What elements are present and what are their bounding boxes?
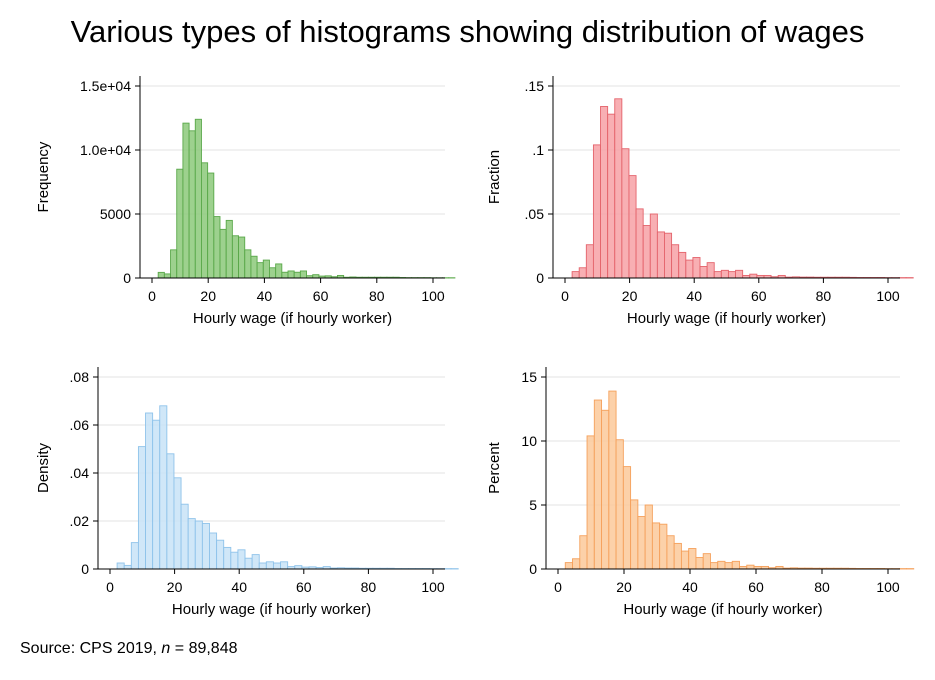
x-tick-label: 20 <box>616 579 632 595</box>
y-tick-label: .08 <box>70 369 90 385</box>
histogram-bar <box>572 558 581 570</box>
histogram-bar <box>593 399 603 570</box>
x-tick-label: 0 <box>554 579 562 595</box>
x-tick-label: 100 <box>876 579 900 595</box>
histogram-bar <box>644 504 653 570</box>
y-tick-label: 1.5e+04 <box>80 78 131 94</box>
histogram-bar <box>579 535 588 570</box>
x-axis-title: Hourly wage (if hourly worker) <box>172 601 371 618</box>
x-tick-label: 40 <box>231 579 247 595</box>
y-tick-label: 0 <box>81 561 89 577</box>
x-tick-label: 0 <box>148 288 156 304</box>
x-tick-label: 20 <box>200 288 216 304</box>
x-tick-label: 40 <box>686 288 702 304</box>
x-tick-label: 80 <box>369 288 385 304</box>
histogram-bar <box>659 523 668 570</box>
histogram-bar <box>731 560 740 570</box>
x-tick-label: 100 <box>421 288 445 304</box>
x-tick-label: 60 <box>296 579 312 595</box>
y-axis-title: Frequency <box>35 141 52 212</box>
y-tick-label: .05 <box>525 206 545 222</box>
histogram-bar <box>695 557 704 570</box>
x-axis-title: Hourly wage (if hourly worker) <box>623 601 822 618</box>
histogram-bar <box>630 499 639 570</box>
y-tick-label: 1.0e+04 <box>80 142 131 158</box>
histogram-bar <box>688 548 697 570</box>
y-tick-label: 0 <box>536 270 544 286</box>
source-note: Source: CPS 2019, n = 89,848 <box>20 640 238 658</box>
source-n-symbol: n <box>161 640 171 657</box>
x-tick-label: 80 <box>816 288 832 304</box>
x-tick-label: 0 <box>106 579 114 595</box>
x-tick-label: 40 <box>682 579 698 595</box>
x-tick-label: 20 <box>622 288 638 304</box>
histogram-bar <box>702 553 711 570</box>
histogram-bar <box>622 466 632 570</box>
x-tick-label: 60 <box>313 288 329 304</box>
histogram-bar <box>601 409 610 570</box>
y-tick-label: .1 <box>532 142 544 158</box>
histogram-bar <box>746 564 755 570</box>
histogram-bar <box>564 562 573 570</box>
x-tick-label: 100 <box>421 579 445 595</box>
source-prefix: Source: CPS 2019, <box>20 640 162 657</box>
x-tick-label: 60 <box>751 288 767 304</box>
histogram-bar <box>637 516 646 570</box>
x-tick-label: 40 <box>257 288 273 304</box>
histogram-bar <box>724 562 733 570</box>
y-tick-label: .04 <box>70 465 90 481</box>
y-tick-label: 0 <box>123 270 131 286</box>
x-tick-label: 20 <box>167 579 183 595</box>
y-tick-label: 0 <box>529 561 537 577</box>
y-tick-label: .06 <box>70 417 90 433</box>
histogram-bar <box>615 439 624 570</box>
histogram-bar <box>651 522 661 570</box>
y-axis-title: Density <box>35 442 52 493</box>
histogram-bar <box>586 435 595 570</box>
y-tick-label: 15 <box>521 369 537 385</box>
histogram-bar <box>680 550 690 570</box>
histogram-bar <box>666 535 675 570</box>
y-axis-title: Fraction <box>486 150 503 204</box>
source-suffix: = 89,848 <box>170 640 238 657</box>
histogram-bar <box>710 562 719 570</box>
x-axis-title: Hourly wage (if hourly worker) <box>193 310 392 327</box>
y-tick-label: .02 <box>70 513 90 529</box>
histogram-bar <box>717 560 726 570</box>
x-tick-label: 0 <box>561 288 569 304</box>
chart-title: Various types of histograms showing dist… <box>70 14 865 49</box>
histogram-bar <box>673 542 682 570</box>
x-tick-label: 60 <box>748 579 764 595</box>
x-tick-label: 100 <box>876 288 900 304</box>
y-tick-label: 5000 <box>100 206 131 222</box>
y-tick-label: .15 <box>525 78 545 94</box>
histogram-bar <box>608 390 617 570</box>
x-axis-title: Hourly wage (if hourly worker) <box>627 310 826 327</box>
y-tick-label: 5 <box>529 497 537 513</box>
y-tick-label: 10 <box>521 433 537 449</box>
x-tick-label: 80 <box>361 579 377 595</box>
y-axis-title: Percent <box>486 441 503 494</box>
x-tick-label: 80 <box>814 579 830 595</box>
